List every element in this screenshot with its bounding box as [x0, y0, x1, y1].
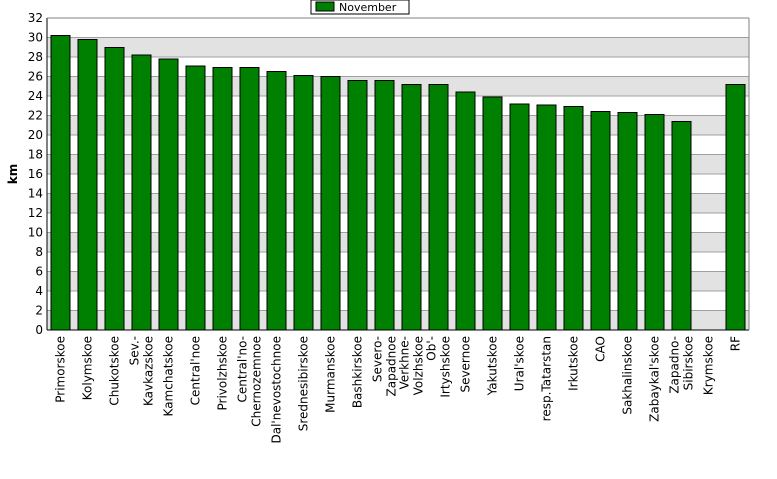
- bar[interactable]: [50, 35, 71, 331]
- bar[interactable]: [536, 104, 557, 331]
- x-category-labels: Primorskoe Kolymskoe Chukotskoe Sev.-Kavkaz…: [54, 336, 743, 444]
- bar[interactable]: [185, 65, 206, 331]
- plot-band: [47, 174, 749, 194]
- plot-band: [47, 37, 749, 57]
- y-tick-label: 30: [28, 31, 43, 45]
- x-category-label: Krymskoe: [702, 336, 716, 395]
- bar[interactable]: [104, 46, 125, 331]
- legend-swatch-november: [315, 1, 335, 12]
- y-tick-label: 14: [28, 187, 43, 201]
- y-tick-label: 28: [28, 50, 43, 64]
- x-category-label: Murmanskoe: [324, 336, 338, 413]
- x-category-label: resp.Tatarstan: [540, 336, 554, 421]
- y-tick-label: 6: [35, 265, 43, 279]
- plot-band: [47, 18, 749, 38]
- x-category-label: Verkhne-Volzhskoe: [398, 336, 426, 395]
- x-category-label: Zabaykal'skoe: [648, 336, 662, 422]
- x-category-label: Severnoe: [459, 336, 473, 393]
- x-category-label: Central'no-Chernozemnoe: [236, 336, 264, 427]
- bar[interactable]: [131, 54, 152, 331]
- bars: [50, 35, 746, 331]
- legend-label-november: November: [339, 1, 397, 14]
- bar[interactable]: [509, 103, 530, 331]
- axes: [46, 17, 750, 331]
- y-tick-label: 16: [28, 167, 43, 181]
- x-category-label: Dal'nevostochnoe: [270, 336, 284, 444]
- x-category-label: Srednesibirskoe: [297, 336, 311, 431]
- bar[interactable]: [158, 58, 179, 331]
- bar[interactable]: [455, 91, 476, 331]
- bar[interactable]: [401, 83, 422, 331]
- x-category-label: Irkutskoe: [567, 336, 581, 391]
- x-category-label: Ob'-Irtyshskoe: [425, 336, 453, 398]
- y-tick-label: 20: [28, 128, 43, 142]
- y-tick-label: 0: [35, 323, 43, 337]
- plot-band: [47, 291, 749, 311]
- plot-band: [47, 213, 749, 233]
- x-category-label: Bashkirskoe: [351, 336, 365, 408]
- plot-band: [47, 252, 749, 272]
- legend-box: [310, 0, 410, 15]
- legend[interactable]: November: [310, 0, 410, 15]
- x-category-label: Chukotskoe: [108, 336, 122, 406]
- plot-band: [47, 193, 749, 213]
- y-tick-label: 24: [28, 89, 43, 103]
- bar[interactable]: [239, 67, 260, 331]
- bar[interactable]: [617, 112, 638, 331]
- plot-band: [47, 57, 749, 77]
- x-category-label: RF: [729, 336, 743, 351]
- x-category-label: Primorskoe: [54, 336, 68, 403]
- y-tick-label: 18: [28, 148, 43, 162]
- x-category-label: Central'noe: [189, 336, 203, 405]
- bar[interactable]: [428, 83, 449, 331]
- plot-band: [47, 310, 749, 330]
- plot-band: [47, 115, 749, 135]
- bar[interactable]: [590, 111, 611, 331]
- y-tick-label: 8: [35, 245, 43, 259]
- y-tick-label: 4: [35, 284, 43, 298]
- plot-band: [47, 96, 749, 116]
- bar[interactable]: [374, 79, 395, 331]
- x-category-label: Privolzhskoe: [216, 336, 230, 410]
- y-axis-title: km: [6, 164, 20, 184]
- bar[interactable]: [320, 76, 341, 331]
- x-category-label: CAO: [594, 336, 608, 362]
- bar[interactable]: [563, 106, 584, 331]
- bar[interactable]: [212, 67, 233, 331]
- bar[interactable]: [77, 38, 98, 331]
- bar[interactable]: [266, 71, 287, 331]
- x-category-label: Sev.-Kavkazskoe: [128, 336, 156, 406]
- plot-band: [47, 271, 749, 291]
- x-category-label: Ural'skoe: [513, 336, 527, 391]
- plot-band: [47, 135, 749, 155]
- x-category-label: Kamchatskoe: [162, 336, 176, 416]
- x-category-label: Yakutskoe: [486, 336, 500, 396]
- bar[interactable]: [482, 96, 503, 331]
- plot-band: [47, 232, 749, 252]
- y-tick-label: 12: [28, 206, 43, 220]
- x-category-label: Kolymskoe: [81, 336, 95, 400]
- plot-band: [47, 154, 749, 174]
- y-tick-label: 2: [35, 304, 43, 318]
- bar[interactable]: [725, 83, 746, 331]
- x-category-label: Zapadno-Sibirskoe: [668, 336, 696, 394]
- y-tick-label: 22: [28, 109, 43, 123]
- y-tick-label: 32: [28, 11, 43, 25]
- bar[interactable]: [293, 75, 314, 331]
- bar[interactable]: [644, 114, 665, 331]
- plot-band: [47, 76, 749, 96]
- bar[interactable]: [347, 79, 368, 331]
- x-category-label: Severo-Zapadnoe: [371, 336, 399, 397]
- x-category-label: Sakhalinskoe: [621, 336, 635, 415]
- y-tick-label: 10: [28, 226, 43, 240]
- bar[interactable]: [671, 120, 692, 331]
- y-tick-label: 26: [28, 70, 43, 84]
